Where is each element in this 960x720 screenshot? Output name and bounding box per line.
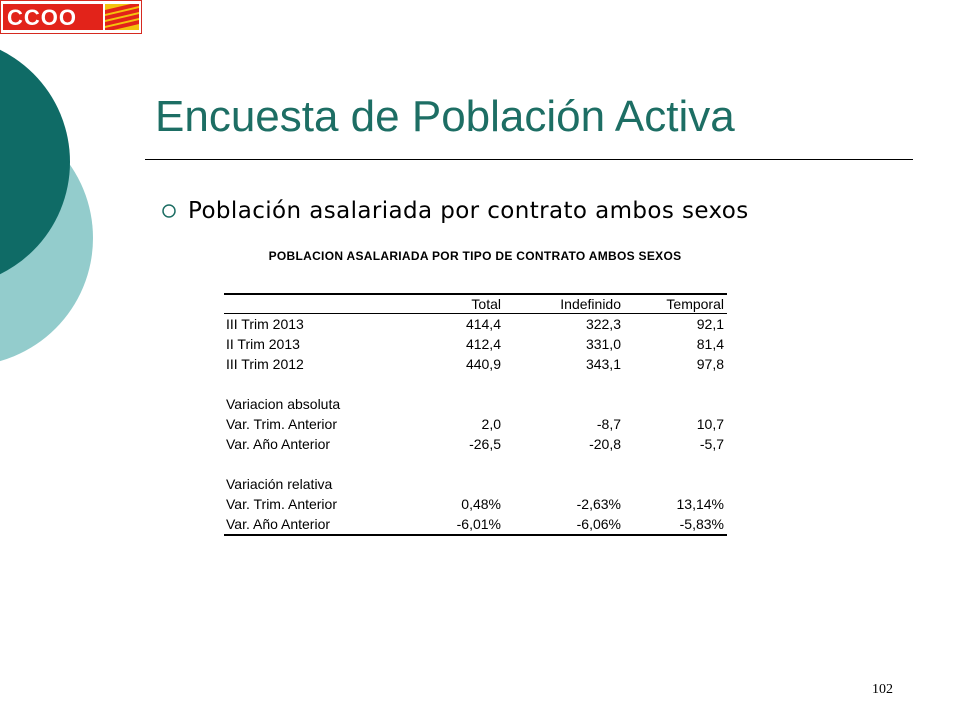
table-row: Var. Trim. Anterior 0,48% -2,63% 13,14% bbox=[224, 494, 727, 514]
cell-temporal: -5,83% bbox=[679, 516, 724, 532]
cell-total: 440,9 bbox=[465, 356, 501, 372]
cell-indefinido: 331,0 bbox=[585, 336, 621, 352]
cell-total bbox=[424, 454, 504, 474]
ccoo-logo: CCOO bbox=[0, 0, 142, 34]
cell-indefinido: 322,3 bbox=[585, 316, 621, 332]
row-label: Var. Trim. Anterior bbox=[226, 416, 337, 432]
title-divider bbox=[145, 159, 913, 160]
header-temporal: Temporal bbox=[666, 296, 724, 312]
section-label: Variacion absoluta bbox=[226, 396, 341, 412]
cell-indefinido bbox=[504, 394, 624, 414]
row-label: III Trim 2013 bbox=[226, 316, 304, 332]
table-section-row: Variacion absoluta bbox=[224, 394, 727, 414]
cell-temporal: -5,7 bbox=[699, 436, 724, 452]
row-label bbox=[224, 374, 424, 394]
header-indefinido: Indefinido bbox=[560, 296, 621, 312]
header-empty-cell bbox=[224, 294, 424, 314]
cell-total bbox=[424, 474, 504, 494]
cell-temporal bbox=[624, 374, 727, 394]
bullet-item: Población asalariada por contrato ambos … bbox=[158, 198, 749, 224]
row-label: Var. Año Anterior bbox=[226, 436, 331, 452]
hollow-circle-bullet-icon bbox=[162, 204, 176, 218]
cell-indefinido: 343,1 bbox=[585, 356, 621, 372]
cell-indefinido bbox=[504, 454, 624, 474]
cell-total: 2,0 bbox=[481, 416, 501, 432]
cell-indefinido: -6,06% bbox=[576, 516, 621, 532]
row-label: Var. Trim. Anterior bbox=[226, 496, 337, 512]
cell-total: 414,4 bbox=[465, 316, 501, 332]
table-row: Var. Año Anterior -26,5 -20,8 -5,7 bbox=[224, 434, 727, 454]
aragon-flag-icon bbox=[105, 4, 139, 30]
row-label bbox=[224, 454, 424, 474]
cell-indefinido bbox=[504, 474, 624, 494]
cell-total bbox=[424, 394, 504, 414]
cell-indefinido bbox=[504, 374, 624, 394]
cell-total: 0,48% bbox=[461, 496, 501, 512]
table-row: III Trim 2012 440,9 343,1 97,8 bbox=[224, 354, 727, 374]
cell-indefinido: -20,8 bbox=[589, 436, 621, 452]
table-row: III Trim 2013 414,4 322,3 92,1 bbox=[224, 314, 727, 335]
data-table: Total Indefinido Temporal III Trim 2013 … bbox=[224, 293, 727, 536]
decorative-circles bbox=[0, 49, 93, 362]
row-label: Var. Año Anterior bbox=[226, 516, 331, 532]
table-row: II Trim 2013 412,4 331,0 81,4 bbox=[224, 334, 727, 354]
slide-title: Encuesta de Población Activa bbox=[155, 92, 735, 141]
table-row: Var. Trim. Anterior 2,0 -8,7 10,7 bbox=[224, 414, 727, 434]
cell-temporal: 97,8 bbox=[696, 356, 724, 372]
table-spacer-row bbox=[224, 374, 727, 394]
cell-indefinido: -2,63% bbox=[576, 496, 621, 512]
cell-temporal: 13,14% bbox=[676, 496, 724, 512]
table-section-row: Variación relativa bbox=[224, 474, 727, 494]
cell-temporal: 92,1 bbox=[696, 316, 724, 332]
cell-temporal bbox=[624, 394, 727, 414]
table-spacer-row bbox=[224, 454, 727, 474]
cell-total: -26,5 bbox=[469, 436, 501, 452]
cell-total: 412,4 bbox=[465, 336, 501, 352]
table-header-row: Total Indefinido Temporal bbox=[224, 294, 727, 314]
bullet-text: Población asalariada por contrato ambos … bbox=[188, 198, 749, 224]
logo-text: CCOO bbox=[7, 5, 77, 30]
row-label: III Trim 2012 bbox=[226, 356, 304, 372]
cell-temporal: 10,7 bbox=[696, 416, 724, 432]
cell-temporal bbox=[624, 474, 727, 494]
cell-total: -6,01% bbox=[456, 516, 501, 532]
cell-total bbox=[424, 374, 504, 394]
cell-temporal bbox=[624, 454, 727, 474]
header-total: Total bbox=[471, 296, 501, 312]
table-title: POBLACION ASALARIADA POR TIPO DE CONTRAT… bbox=[268, 249, 682, 263]
cell-temporal: 81,4 bbox=[696, 336, 724, 352]
dark-circle bbox=[0, 49, 70, 275]
table-row: Var. Año Anterior -6,01% -6,06% -5,83% bbox=[224, 514, 727, 535]
page-number: 102 bbox=[872, 682, 893, 697]
row-label: II Trim 2013 bbox=[226, 336, 300, 352]
logo-letters-block: CCOO bbox=[3, 4, 103, 30]
cell-indefinido: -8,7 bbox=[596, 416, 621, 432]
section-label: Variación relativa bbox=[226, 476, 333, 492]
